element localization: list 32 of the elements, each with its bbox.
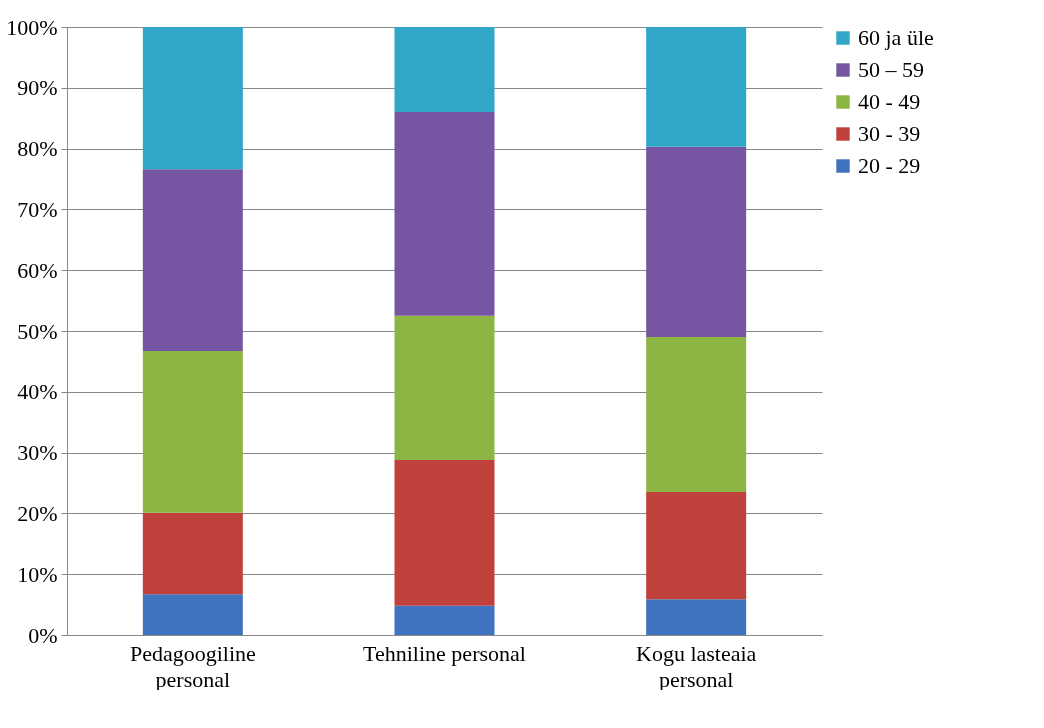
bar	[394, 315, 495, 460]
x-tick-label: Tehniline personal	[363, 640, 526, 666]
y-tick-label: 30%	[17, 440, 58, 466]
y-tick-label: 60%	[17, 257, 58, 283]
legend-label: 20 - 29	[858, 153, 921, 178]
bar	[394, 112, 495, 316]
legend-label: 40 - 49	[858, 89, 921, 114]
y-tick-label: 40%	[17, 379, 58, 405]
bar	[646, 492, 747, 600]
bar	[142, 27, 243, 170]
y-tick-label: 10%	[17, 561, 58, 587]
bar	[394, 459, 495, 606]
y-tick-label: 50%	[17, 318, 58, 344]
y-tick-label: 70%	[17, 196, 58, 222]
bar	[646, 337, 747, 493]
bar	[142, 169, 243, 352]
legend-label: 50 – 59	[858, 57, 924, 82]
bar	[142, 594, 243, 635]
bar	[394, 27, 495, 113]
legend-label: 30 - 39	[858, 121, 921, 146]
bar	[646, 27, 747, 147]
bar	[394, 605, 495, 635]
y-tick-label: 100%	[6, 14, 58, 40]
y-tick-label: 90%	[17, 75, 58, 101]
bar	[646, 146, 747, 338]
legend-label: 60 ja üle	[858, 25, 934, 50]
bar	[142, 351, 243, 513]
bar	[142, 512, 243, 595]
y-tick-label: 20%	[17, 500, 58, 526]
y-tick-label: 80%	[17, 136, 58, 162]
y-tick-label: 0%	[28, 622, 58, 648]
bar	[646, 599, 747, 635]
